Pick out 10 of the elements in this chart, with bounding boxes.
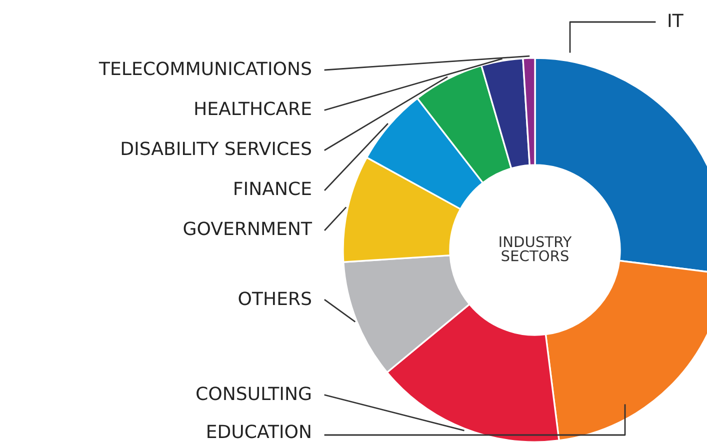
slice-label: CONSULTING <box>196 386 311 400</box>
slice-label: IT <box>668 14 684 27</box>
slice-label: FINANCE <box>234 182 311 196</box>
slice-label: GOVERNMENT <box>184 222 312 236</box>
text: INDUSTRY SECTORS <box>500 236 572 262</box>
slice-label: HEALTHCARE <box>195 102 311 116</box>
slice-label: OTHERS <box>238 292 311 306</box>
slice-label: TELECOMMUNICATIONS <box>98 62 311 76</box>
slice-label: EDUCATION <box>208 424 310 438</box>
slice-label: DISABILITY SERVICES <box>122 142 311 156</box>
